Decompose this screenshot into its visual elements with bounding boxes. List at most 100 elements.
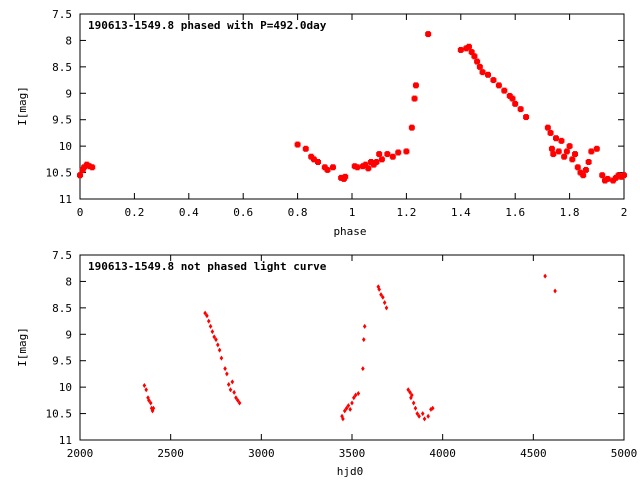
- data-point: [217, 347, 222, 353]
- data-point: [395, 149, 402, 156]
- data-point: [569, 156, 576, 163]
- y-tick-label: 8: [65, 34, 72, 47]
- data-point: [384, 305, 389, 311]
- data-point: [585, 159, 592, 165]
- data-point: [321, 164, 328, 171]
- phased-light-curve-panel: 190613-1549.8 phased with P=492.0day pha…: [16, 8, 627, 238]
- x-tick-label: 1.6: [505, 206, 525, 219]
- data-point: [411, 95, 418, 102]
- x-tick-label: 3500: [339, 447, 366, 460]
- data-point: [361, 337, 366, 343]
- x-axis-label: hjd0: [337, 465, 364, 478]
- data-point: [406, 387, 411, 393]
- data-point: [457, 46, 464, 53]
- data-point: [490, 77, 497, 84]
- data-point: [382, 300, 387, 306]
- x-tick-label: 1.8: [560, 206, 580, 219]
- x-tick-label: 3000: [248, 447, 275, 460]
- data-point: [212, 334, 216, 340]
- data-point: [342, 408, 347, 414]
- data-point: [302, 145, 309, 152]
- x-tick-label: 4000: [429, 447, 456, 460]
- x-tick-label: 4500: [520, 447, 547, 460]
- data-point: [379, 292, 383, 298]
- data-point: [547, 129, 554, 136]
- data-point: [422, 416, 427, 422]
- data-point: [365, 165, 372, 172]
- data-point: [350, 400, 354, 406]
- data-point: [580, 172, 587, 179]
- y-tick-label: 7.5: [52, 8, 72, 21]
- data-point: [361, 366, 365, 372]
- data-point: [468, 49, 475, 56]
- y-axis-ticks: 7.5 8 8.5 9 9.5 10 10.5 11: [46, 8, 624, 206]
- data-point: [377, 286, 381, 292]
- data-point: [604, 175, 611, 182]
- x-tick-label: 1.4: [451, 206, 471, 219]
- y-tick-label: 10: [59, 381, 72, 394]
- x-tick-label: 0.8: [288, 206, 308, 219]
- data-point: [621, 172, 627, 179]
- data-point: [230, 379, 235, 385]
- x-tick-label: 5000: [611, 447, 638, 460]
- data-point: [232, 389, 236, 395]
- y-tick-label: 10.5: [46, 167, 73, 180]
- data-point: [235, 397, 240, 403]
- data-point: [417, 413, 421, 419]
- data-point: [148, 400, 153, 406]
- data-point: [409, 395, 413, 401]
- data-point: [550, 151, 557, 158]
- y-tick-label: 9.5: [52, 355, 72, 368]
- data-point: [517, 106, 524, 113]
- data-point: [210, 329, 215, 335]
- data-point: [203, 310, 207, 316]
- data-point: [370, 161, 377, 168]
- y-tick-label: 11: [59, 434, 72, 447]
- data-point: [149, 405, 154, 411]
- data-point: [308, 153, 315, 160]
- data-point: [512, 100, 519, 107]
- data-point: [474, 58, 481, 65]
- data-point: [228, 387, 233, 393]
- x-tick-label: 2500: [157, 447, 184, 460]
- data-point: [403, 148, 410, 155]
- data-point: [151, 405, 156, 411]
- x-tick-label: 1: [349, 206, 356, 219]
- data-point: [561, 153, 568, 160]
- data-point: [430, 405, 435, 411]
- data-point: [413, 405, 418, 411]
- data-point: [412, 82, 419, 89]
- y-tick-label: 10: [59, 140, 72, 153]
- data-point: [577, 169, 584, 176]
- data-point: [410, 392, 414, 398]
- data-point: [144, 387, 148, 393]
- data-point: [353, 392, 358, 398]
- data-point: [465, 43, 472, 50]
- data-point: [509, 95, 516, 102]
- y-tick-label: 8.5: [52, 61, 72, 74]
- data-point: [219, 355, 224, 361]
- data-point: [566, 143, 573, 150]
- data-points: [77, 31, 627, 184]
- data-point: [142, 383, 147, 389]
- data-point: [226, 382, 231, 387]
- data-point: [315, 159, 321, 165]
- y-axis-label: I[mag]: [16, 86, 29, 126]
- data-point: [543, 273, 547, 279]
- y-tick-label: 9.5: [52, 114, 72, 127]
- data-point: [426, 413, 430, 419]
- data-point: [208, 323, 213, 329]
- data-point: [346, 403, 351, 409]
- data-point: [572, 151, 579, 158]
- y-tick-label: 9: [65, 87, 72, 100]
- data-point: [81, 164, 88, 171]
- y-axis-label: I[mag]: [16, 327, 29, 367]
- data-point: [558, 137, 565, 144]
- data-point: [342, 173, 349, 180]
- data-point: [495, 82, 502, 89]
- data-point: [352, 395, 356, 401]
- data-point: [378, 156, 385, 163]
- data-point: [77, 172, 83, 179]
